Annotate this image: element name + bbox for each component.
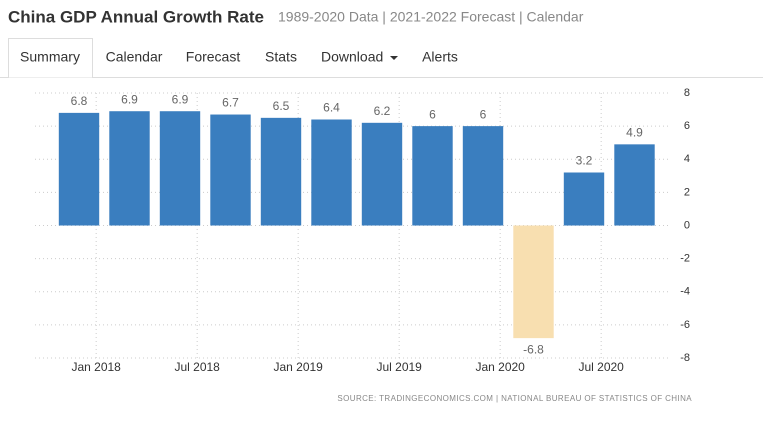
value-label: 6.2	[374, 104, 391, 118]
page-title: China GDP Annual Growth Rate	[8, 7, 264, 26]
value-label: 6.8	[71, 94, 88, 108]
bar	[563, 172, 605, 226]
y-tick-label: 8	[684, 87, 690, 99]
x-tick-label: Jan 2020	[475, 360, 525, 374]
tab[interactable]: Download	[321, 49, 383, 65]
value-label: -6.8	[523, 342, 544, 356]
tab[interactable]: Forecast	[186, 49, 241, 65]
x-tick-label: Jul 2019	[376, 360, 422, 374]
bar	[159, 111, 201, 226]
bar	[513, 225, 554, 339]
x-tick-label: Jan 2019	[273, 360, 323, 374]
y-tick-label: -8	[680, 352, 690, 364]
tab[interactable]: Alerts	[422, 49, 458, 65]
bar	[361, 122, 403, 226]
y-tick-label: 4	[684, 153, 690, 165]
value-label: 6.9	[172, 92, 189, 106]
bar	[210, 114, 251, 226]
active-tab-box	[8, 38, 93, 78]
value-label: 6	[429, 107, 436, 121]
y-tick-label: -6	[680, 319, 690, 331]
tab[interactable]: Calendar	[106, 49, 163, 65]
dropdown-caret	[390, 56, 398, 60]
y-tick-label: 0	[684, 219, 690, 231]
value-label: 6	[480, 107, 487, 121]
x-tick-label: Jul 2018	[174, 360, 220, 374]
tab[interactable]: Stats	[265, 49, 297, 65]
bar	[58, 112, 100, 226]
y-tick-label: -2	[680, 253, 690, 265]
bar	[260, 117, 302, 226]
y-tick-label: 6	[684, 120, 690, 132]
x-tick-label: Jul 2020	[578, 360, 624, 374]
page-subtitle: 1989-2020 Data | 2021-2022 Forecast | Ca…	[278, 9, 584, 25]
bar	[412, 126, 453, 226]
bar	[311, 119, 352, 226]
value-label: 4.9	[626, 126, 643, 140]
value-label: 6.9	[121, 92, 138, 106]
y-tick-label: 2	[684, 186, 690, 198]
source-note: SOURCE: TRADINGECONOMICS.COM | NATIONAL …	[337, 394, 692, 403]
value-label: 6.5	[273, 99, 290, 113]
bar	[462, 126, 504, 226]
bar	[614, 144, 655, 226]
value-label: 6.7	[222, 96, 239, 110]
bar	[109, 111, 150, 226]
y-tick-label: -4	[680, 286, 690, 298]
x-tick-label: Jan 2018	[71, 360, 121, 374]
value-label: 6.4	[323, 101, 340, 115]
value-label: 3.2	[576, 154, 593, 168]
tab[interactable]: Summary	[20, 49, 80, 65]
